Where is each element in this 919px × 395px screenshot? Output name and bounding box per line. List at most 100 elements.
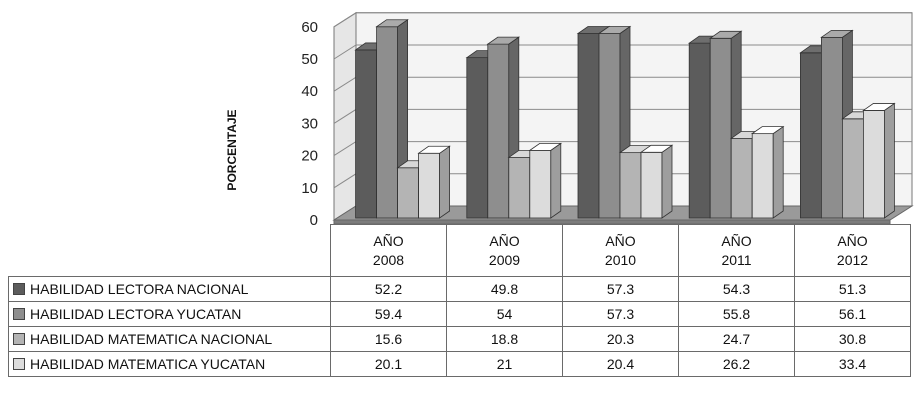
bar-front <box>529 149 552 219</box>
y-tick-label: 40 <box>301 83 318 100</box>
category-label-line1: AÑO <box>721 232 752 249</box>
bar-front <box>800 52 822 219</box>
y-axis-ticks: 0 10 20 30 40 50 60 <box>301 19 318 229</box>
bar-front <box>730 138 753 219</box>
bar-front <box>487 43 510 219</box>
category-label-line1: AÑO <box>837 232 868 249</box>
bar-front <box>577 33 600 219</box>
bar-top <box>750 126 785 135</box>
bar-front <box>619 152 642 219</box>
y-tick-label: 30 <box>301 115 318 132</box>
legend-swatch <box>13 333 25 345</box>
category-label-line1: AÑO <box>489 232 520 249</box>
y-tick-label: 10 <box>301 180 318 197</box>
category-label-line2: 2012 <box>836 251 869 268</box>
data-table: AÑO 2008 AÑO 2009 AÑO 2010 AÑO 2011 AÑO 2012 HABIL… <box>8 224 911 377</box>
y-tick-label: 60 <box>301 19 318 36</box>
bar <box>862 102 896 219</box>
data-label: 26.2 <box>678 351 795 377</box>
bar-top <box>528 142 563 151</box>
data-label: 51.3 <box>794 276 911 302</box>
bar-side <box>439 145 451 219</box>
data-label: 49.8 <box>446 276 563 302</box>
legend-entry: HABILIDAD MATEMATICA NACIONAL <box>8 326 331 352</box>
data-label: 54.3 <box>678 276 795 302</box>
bar <box>417 145 451 219</box>
data-label: 21 <box>446 351 563 377</box>
bar-top <box>820 29 854 38</box>
legend-swatch <box>13 308 25 320</box>
data-label: 15.6 <box>330 326 447 352</box>
category-label-line2: 2011 <box>721 251 752 268</box>
bar-front <box>397 167 420 219</box>
category-label-line2: 2010 <box>604 251 637 268</box>
bar-front <box>508 157 531 219</box>
chart: 0 10 20 30 40 50 60 PORCENTAJE <box>225 11 914 229</box>
series-name: HABILIDAD MATEMATICA YUCATAN <box>30 356 266 372</box>
y-tick-label: 20 <box>301 148 318 165</box>
bar <box>639 144 674 219</box>
table-header-row: AÑO 2008 AÑO 2009 AÑO 2010 AÑO 2011 AÑO 2012 <box>9 224 911 277</box>
y-tick-label: 0 <box>310 212 318 229</box>
table-row: HABILIDAD LECTORA YUCATAN 59.4 54 57.3 55.8 5… <box>8 301 911 327</box>
gridline <box>333 12 912 28</box>
data-label: 20.1 <box>330 351 447 377</box>
category-label-line1: AÑO <box>373 232 404 249</box>
bar-front <box>466 57 489 219</box>
legend-entry: HABILIDAD LECTORA YUCATAN <box>8 301 331 327</box>
bar-top <box>708 30 743 39</box>
table-corner <box>9 225 331 277</box>
bar-side <box>772 125 784 219</box>
data-label: 20.3 <box>562 326 679 352</box>
bar-top <box>597 26 632 34</box>
series-name: HABILIDAD MATEMATICA NACIONAL <box>30 331 273 347</box>
bar <box>486 36 521 219</box>
bar-top <box>375 19 409 28</box>
category-label-line2: 2008 <box>372 251 405 268</box>
bar-front <box>688 42 711 219</box>
bar-front <box>355 49 378 219</box>
bar <box>528 142 563 219</box>
data-label: 52.2 <box>330 276 447 302</box>
bar-front <box>821 36 843 219</box>
chart-bars <box>354 18 896 219</box>
bar-front <box>842 118 864 219</box>
series-name: HABILIDAD LECTORA YUCATAN <box>30 306 242 322</box>
table-row: HABILIDAD LECTORA NACIONAL 52.2 49.8 57.3 54… <box>8 276 911 302</box>
bar-front <box>418 152 441 219</box>
bar-front <box>640 151 663 219</box>
category-label-line2: 2009 <box>488 251 521 268</box>
table-row: HABILIDAD MATEMATICA NACIONAL 15.6 18.8 20.… <box>8 326 911 352</box>
data-label: 54 <box>446 301 563 327</box>
data-label: 20.4 <box>562 351 679 377</box>
bar-front <box>598 33 621 219</box>
legend-entry: HABILIDAD MATEMATICA YUCATAN <box>8 351 331 377</box>
bar-top <box>417 145 451 154</box>
category-label: AÑO 2012 <box>794 224 911 277</box>
bar-side <box>884 102 895 219</box>
bar-front <box>751 133 774 219</box>
data-label: 18.8 <box>446 326 563 352</box>
data-label: 55.8 <box>678 301 795 327</box>
bar-side <box>661 144 673 219</box>
bar-front <box>863 110 885 219</box>
category-label: AÑO 2011 <box>678 224 795 277</box>
category-label: AÑO 2010 <box>562 224 679 277</box>
bar-top <box>862 103 896 111</box>
legend-swatch <box>13 283 25 295</box>
bar-top <box>639 144 674 153</box>
bar-front <box>376 26 399 219</box>
data-label: 59.4 <box>330 301 447 327</box>
data-label: 33.4 <box>794 351 911 377</box>
series-name: HABILIDAD LECTORA NACIONAL <box>30 281 249 297</box>
y-axis-title: PORCENTAJE <box>225 109 239 190</box>
category-label: AÑO 2008 <box>330 224 447 277</box>
bar-side <box>550 142 562 219</box>
bar-top <box>486 36 521 45</box>
data-label: 56.1 <box>794 301 911 327</box>
data-label: 24.7 <box>678 326 795 352</box>
category-label: AÑO 2009 <box>446 224 563 277</box>
bar-front <box>709 37 732 219</box>
legend-swatch <box>13 358 25 370</box>
data-label: 57.3 <box>562 301 679 327</box>
